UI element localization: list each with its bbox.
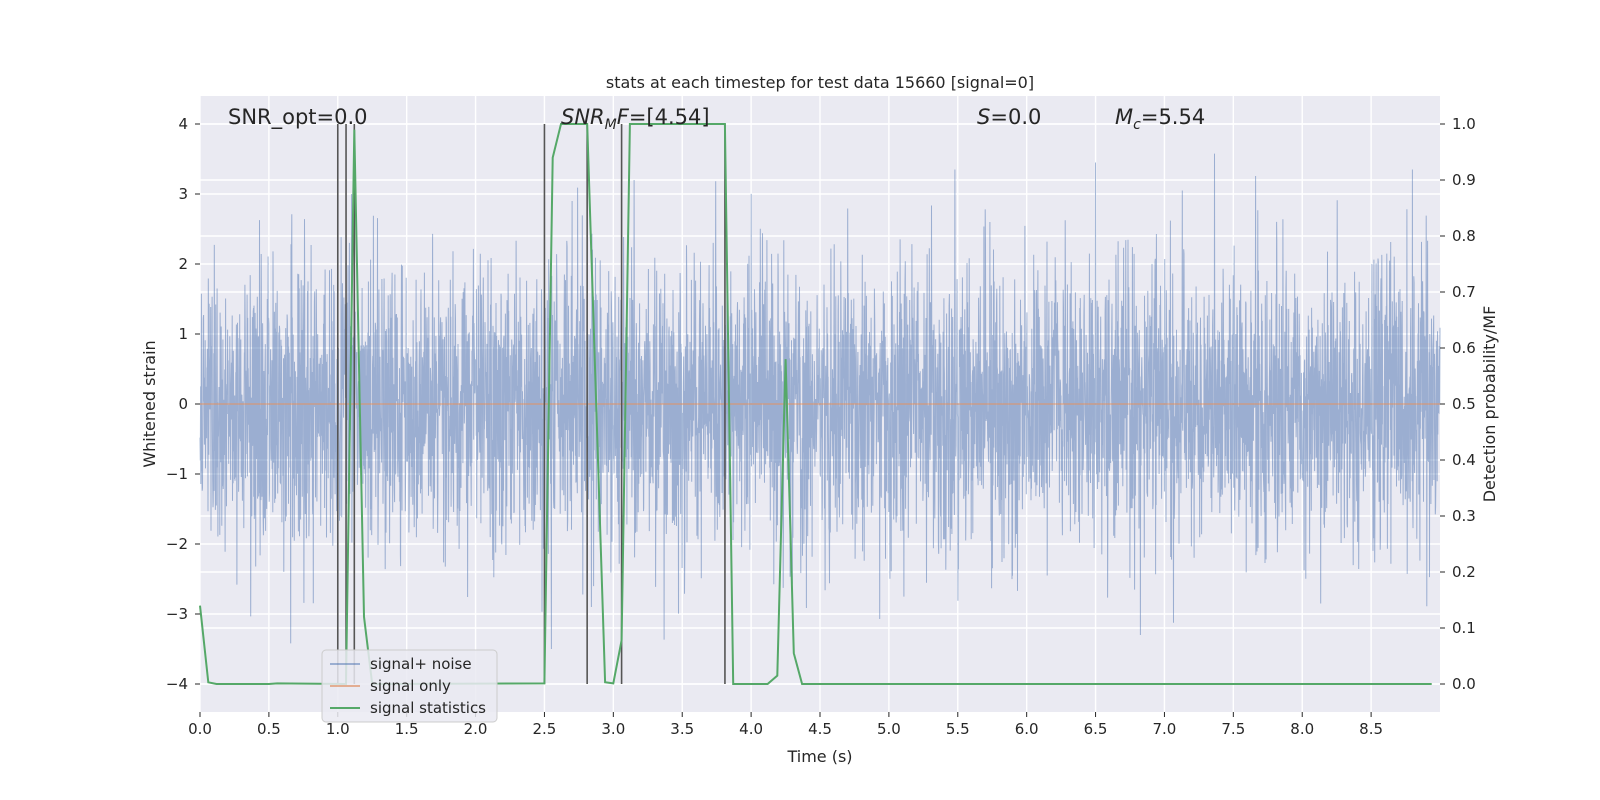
x-tick-label-14: 7.0: [1153, 720, 1177, 738]
y-left-tick-label-7: 3: [178, 185, 188, 203]
x-axis-label: Time (s): [786, 747, 852, 766]
vertical-markers: [336, 124, 726, 684]
y-left-tick-label-4: 0: [178, 395, 188, 413]
y-right-tick-label-2: 0.2: [1452, 563, 1476, 581]
x-tick-label-6: 3.0: [601, 720, 625, 738]
x-tick-label-9: 4.5: [808, 720, 832, 738]
y-left-tick-label-5: 1: [178, 325, 188, 343]
chart-title: stats at each timestep for test data 156…: [606, 73, 1034, 92]
y-left-tick-label-8: 4: [178, 115, 188, 133]
x-tick-label-17: 8.5: [1359, 720, 1383, 738]
y-right-tick-label-3: 0.3: [1452, 507, 1476, 525]
legend-box: [321, 649, 498, 723]
annotation-snr-mf-sub: M: [605, 117, 617, 133]
annotation-mc-eq: =: [1141, 105, 1159, 129]
y-right-tick-label-8: 0.8: [1452, 227, 1476, 245]
x-tick-label-2: 1.0: [326, 720, 350, 738]
y-right-tick-label-10: 1.0: [1452, 115, 1476, 133]
y-right-tick-label-0: 0.0: [1452, 675, 1476, 693]
y-right-tick-label-9: 0.9: [1452, 171, 1476, 189]
legend-label-signal-statistics: signal statistics: [370, 699, 486, 717]
x-tick-label-5: 2.5: [533, 720, 557, 738]
y-right-tick-label-1: 0.1: [1452, 619, 1476, 637]
annotation-mc-value: 5.54: [1158, 105, 1205, 129]
y-axis-left-ticks: −4 −3 −2 −1 0 1 2 3 4: [166, 115, 200, 693]
x-tick-label-4: 2.0: [464, 720, 488, 738]
annotation-snr-mf-suffix: F=: [617, 105, 647, 129]
x-tick-label-0: 0.0: [188, 720, 212, 738]
y-axis-right-ticks: 0.0 0.1 0.2 0.3 0.4 0.5 0.6 0.7 0.8 0.9 1.0: [1440, 115, 1476, 693]
y-axis-label-left: Whitened strain: [140, 340, 159, 467]
signal-noise-series: [199, 153, 1441, 650]
y-axis-label-right: Detection probability/MF: [1480, 306, 1499, 503]
y-left-tick-label-1: −3: [166, 605, 188, 623]
legend-label-signal-only: signal only: [370, 677, 451, 695]
x-axis-ticks: 0.0 0.5 1.0 1.5 2.0 2.5 3.0 3.5 4.0 4.5 5.0 5.5 6.0 6…: [188, 712, 1383, 738]
x-tick-label-1: 0.5: [257, 720, 281, 738]
annotation-snr-mf: SNRMF=[4.54]: [561, 105, 710, 133]
annotation-snr-mf-value: [4.54]: [646, 105, 709, 129]
y-right-tick-label-7: 0.7: [1452, 283, 1476, 301]
y-left-tick-label-3: −1: [166, 465, 188, 483]
x-tick-label-11: 5.5: [946, 720, 970, 738]
x-tick-label-16: 8.0: [1290, 720, 1314, 738]
y-left-tick-label-2: −2: [166, 535, 188, 553]
annotation-s-value: 0.0: [1008, 105, 1041, 129]
annotation-mc-sub: c: [1133, 117, 1141, 133]
annotation-s: S=0.0: [977, 105, 1041, 129]
signal-statistics-line: [199, 123, 1432, 686]
y-left-tick-label-0: −4: [166, 675, 188, 693]
x-tick-label-7: 3.5: [670, 720, 694, 738]
annotation-snr-opt: SNR_opt=0.0: [228, 105, 368, 130]
annotation-mc: Mc=5.54: [1115, 105, 1205, 133]
annotation-snr-opt-prefix: SNR_opt=: [228, 105, 334, 130]
legend-label-signal-noise: signal+ noise: [370, 655, 472, 673]
annotation-s-eq: =: [990, 105, 1008, 129]
y-right-tick-label-4: 0.4: [1452, 451, 1476, 469]
signal-noise-line: [199, 153, 1441, 650]
signal-statistics-series: [199, 123, 1432, 686]
annotation-snr-opt-value: 0.0: [334, 105, 367, 129]
x-tick-label-8: 4.0: [739, 720, 763, 738]
x-tick-label-10: 5.0: [877, 720, 901, 738]
x-tick-label-13: 6.5: [1084, 720, 1108, 738]
annotation-snr-mf-main: SNR: [561, 105, 605, 129]
annotation-mc-symbol: M: [1115, 105, 1133, 129]
annotation-s-symbol: S: [977, 105, 990, 129]
y-left-tick-label-6: 2: [178, 255, 188, 273]
y-right-tick-label-6: 0.6: [1452, 339, 1476, 357]
x-tick-label-3: 1.5: [395, 720, 419, 738]
y-right-tick-label-5: 0.5: [1452, 395, 1476, 413]
x-tick-label-15: 7.5: [1221, 720, 1245, 738]
x-tick-label-12: 6.0: [1015, 720, 1039, 738]
legend: signal+ noise signal only signal statist…: [321, 649, 498, 723]
